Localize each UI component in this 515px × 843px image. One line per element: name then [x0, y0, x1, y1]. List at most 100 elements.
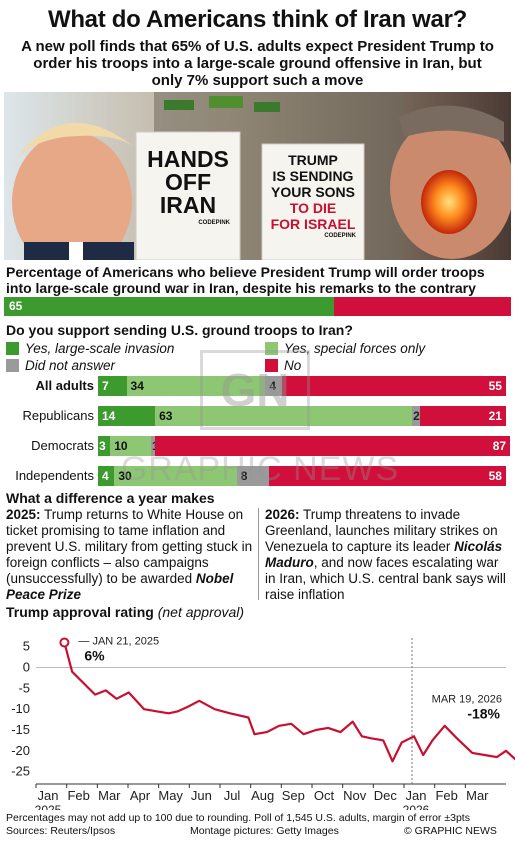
support-heading: Do you support sending U.S. ground troop…	[6, 322, 353, 338]
legend-swatch-dark-green	[6, 342, 19, 355]
support-bar-chart: All adults 7 34 4 55 Republicans 14 63 2 21 Democr…	[0, 372, 515, 498]
year-2025-emphasis: Nobel Peace Prize	[6, 571, 234, 602]
year-2025-body: Trump returns to White House on ticket p…	[6, 507, 253, 586]
annotation-date: MAR 19, 2026	[432, 694, 502, 706]
year-2026-text: 2026: Trump threatens to invade Greenlan…	[265, 507, 511, 603]
bar-segment-large: 4	[98, 466, 115, 486]
legend-no: No	[265, 358, 301, 373]
x-tick-label: Mar	[466, 788, 489, 803]
x-tick-label: Jul	[224, 788, 241, 803]
y-tick-label: -15	[11, 722, 30, 737]
legend-swatch-grey	[6, 359, 19, 372]
year-diff-heading: What a difference a year makes	[6, 490, 215, 506]
sign2-credit: CODEPINK	[324, 233, 356, 239]
x-tick-label: Apr	[130, 788, 151, 803]
y-tick-label: -25	[11, 764, 30, 779]
bar-segment-special: 30	[114, 466, 237, 486]
approval-title: Trump approval rating	[6, 604, 154, 620]
y-tick-label: -20	[11, 743, 30, 758]
bar-segment-no: 87	[155, 436, 511, 456]
legend-label: No	[284, 358, 302, 373]
y-tick-label: -10	[11, 701, 30, 716]
expect-bar-value: 65	[4, 297, 334, 316]
legend-swatch-light-green	[265, 342, 278, 355]
footer-credit: © GRAPHIC NEWS	[404, 825, 497, 837]
sign1-line: IRAN	[159, 192, 217, 218]
bar-segment-large: 14	[98, 406, 156, 426]
bar-segment-no: 21	[420, 406, 506, 426]
x-tick-label: Jun	[191, 788, 212, 803]
footer-note: Percentages may not add up to 100 due to…	[6, 812, 470, 824]
protest-sign-hands-off-iran: HANDS OFF IRAN CODEPINK	[138, 148, 238, 227]
x-tick-label: May	[158, 788, 183, 803]
x-tick-label: Dec	[374, 788, 398, 803]
x-year-label: 2026	[403, 803, 430, 810]
year-2026-body-end: , and now faces escalating war in Iran, …	[265, 555, 506, 602]
row-group-label: Independents	[15, 468, 94, 483]
year-2025-label: 2025:	[6, 507, 41, 522]
annotation-value: 6%	[84, 648, 105, 664]
bar-segment-no: 55	[281, 376, 506, 396]
sign2-line: TRUMP	[288, 152, 338, 168]
sign2-line: FOR ISRAEL	[270, 216, 356, 232]
expect-heading: Percentage of Americans who believe Pres…	[6, 264, 485, 296]
sign2-line: IS SENDING	[272, 168, 354, 184]
legend-large: Yes, large-scale invasion	[6, 341, 174, 356]
legend-label: Yes, special forces only	[284, 341, 426, 356]
bar-segment-noanswer: 1	[151, 436, 156, 456]
y-tick-label: -5	[18, 680, 30, 695]
legend-noanswer: Did not answer	[6, 358, 115, 373]
x-year-label: 2025	[35, 803, 62, 810]
legend-swatch-red	[265, 359, 278, 372]
expect-bar: 65	[4, 297, 511, 316]
annotation-date: — JAN 21, 2025	[78, 636, 159, 648]
year-2025-text: 2025: Trump returns to White House on ti…	[6, 507, 254, 603]
y-tick-label: 5	[23, 639, 30, 654]
x-tick-label: Jan	[38, 788, 59, 803]
watermark-logo: GN	[200, 350, 310, 430]
bar-segment-noanswer: 4	[265, 376, 282, 396]
bar-segment-noanswer: 8	[236, 466, 270, 486]
bar-segment-special: 34	[126, 376, 266, 396]
start-point	[59, 637, 70, 648]
sign1-line: OFF	[165, 169, 211, 195]
x-tick-label: Mar	[98, 788, 121, 803]
sign2-line: TO DIE	[289, 200, 337, 216]
annotation-value: -18%	[467, 706, 500, 722]
footer-sources: Sources: Reuters/Ipsos	[6, 825, 116, 837]
x-tick-label: Jan	[406, 788, 427, 803]
page-title: What do Americans think of Iran war?	[47, 6, 468, 33]
bar-segment-large: 3	[98, 436, 111, 456]
year-2026-label: 2026:	[265, 507, 300, 522]
legend-label: Yes, large-scale invasion	[25, 341, 175, 356]
photo-montage: HANDS OFF IRAN CODEPINK TRUMP IS SENDING…	[4, 92, 511, 260]
watermark-text: GRAPHIC NEWS	[120, 450, 400, 488]
approval-line	[63, 642, 515, 763]
approval-note: (net approval)	[157, 604, 245, 620]
sign1-line: HANDS	[147, 146, 229, 172]
row-group-label: All adults	[35, 378, 94, 393]
legend-label: Did not answer	[25, 358, 116, 373]
x-tick-label: Nov	[343, 788, 367, 803]
x-tick-label: Oct	[314, 788, 335, 803]
legend-special: Yes, special forces only	[265, 341, 425, 356]
footer-pictures: Montage pictures: Getty Images	[190, 825, 339, 837]
bar-segment-special: 10	[110, 436, 152, 456]
bar-segment-no: 58	[269, 466, 506, 486]
bar-segment-special: 63	[155, 406, 413, 426]
row-group-label: Republicans	[22, 408, 94, 423]
protest-sign-trump: TRUMP IS SENDING YOUR SONS TO DIE FOR IS…	[264, 152, 362, 240]
sign2-line: YOUR SONS	[270, 184, 355, 200]
x-tick-label: Aug	[251, 788, 274, 803]
year-2026-body: Trump threatens to invade Greenland, lau…	[265, 507, 498, 554]
divider	[258, 508, 259, 600]
photo-illustration	[4, 92, 511, 260]
x-tick-label: Feb	[435, 788, 457, 803]
x-tick-label: Sep	[282, 788, 305, 803]
row-group-label: Democrats	[31, 438, 94, 453]
x-tick-label: Feb	[67, 788, 89, 803]
approval-line-chart: 5 0 -5 -10 -15 -20 -25 Jan Feb Mar Apr May Jun Jul Aug…	[11, 636, 515, 810]
bar-segment-large: 7	[98, 376, 127, 396]
bar-segment-noanswer: 2	[412, 406, 421, 426]
y-tick-label: 0	[23, 660, 30, 675]
